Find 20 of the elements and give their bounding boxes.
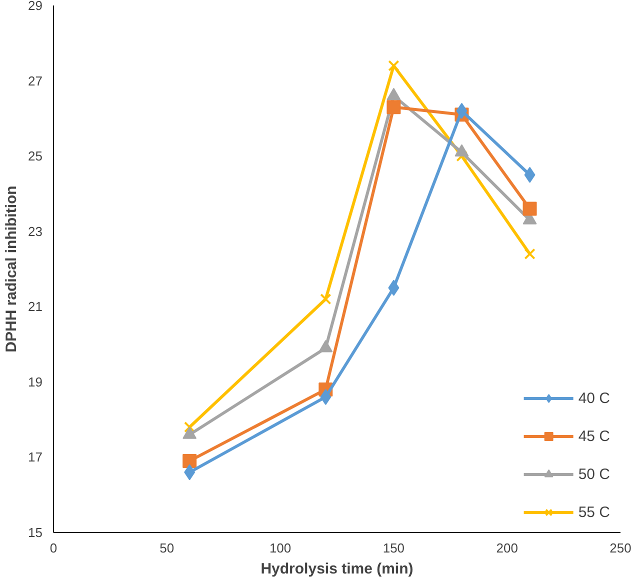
y-tick-label: 29 [28, 0, 43, 13]
x-tick-label: 250 [610, 540, 632, 556]
x-tick-label: 200 [496, 540, 518, 556]
y-tick-label: 19 [28, 374, 43, 390]
y-tick-label: 27 [28, 73, 43, 88]
y-tick-label: 15 [28, 525, 43, 540]
y-tick-label: 25 [28, 148, 43, 164]
x-tick-label: 100 [269, 540, 292, 556]
legend-label: 55 C [578, 504, 610, 520]
y-tick-label: 21 [28, 299, 43, 314]
legend-label: 40 C [578, 390, 610, 406]
legend-label: 50 C [578, 466, 610, 482]
x-tick-label: 150 [382, 540, 405, 556]
x-tick-label: 50 [160, 540, 174, 556]
x-axis-title: Hydrolysis time (min) [260, 560, 414, 578]
x-tick-label: 0 [50, 540, 58, 556]
y-axis-title: DPHH radical inhibition [3, 186, 20, 352]
legend-label: 45 C [578, 428, 610, 444]
y-tick-label: 23 [28, 224, 43, 239]
y-tick-label: 17 [28, 450, 43, 465]
